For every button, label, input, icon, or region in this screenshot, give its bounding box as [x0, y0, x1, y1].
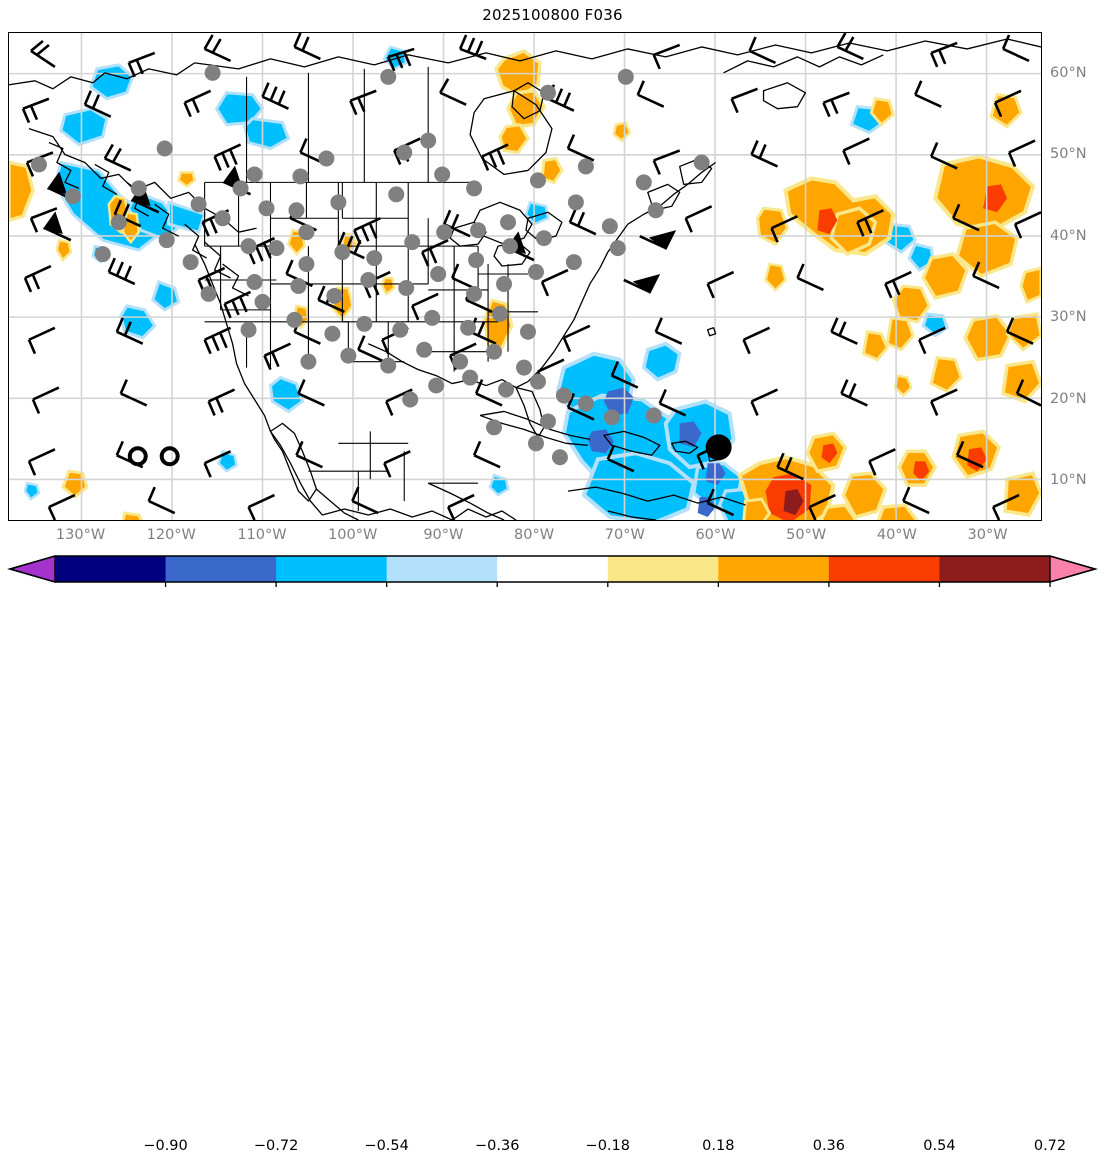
colorbar-tick-label-5: 0.18 [702, 1138, 735, 1154]
colorbar-swatch-5 [607, 556, 719, 582]
lat-tick-label-0: 60°N [1050, 64, 1087, 81]
fill-positive-southeast-atlantic [737, 429, 1041, 520]
colorbar-tick-label-3: −0.36 [475, 1138, 520, 1154]
colorbar-tick-label-8: 0.72 [1033, 1138, 1067, 1154]
lat-tick-label-3: 30°N [1050, 309, 1087, 326]
colorbar-tick-label-2: −0.54 [364, 1138, 409, 1154]
lon-tick-label-6: 70°W [604, 527, 645, 543]
colorbar-swatch-3 [386, 556, 498, 582]
lon-tick-label-2: 110°W [237, 527, 287, 543]
lon-tick-label-5: 80°W [514, 527, 555, 543]
lon-tick-label-9: 40°W [876, 527, 917, 543]
lon-tick-label-3: 100°W [328, 527, 378, 543]
lat-tick-label-4: 20°N [1050, 390, 1087, 407]
cyclone-track-open-marker-2 [159, 446, 180, 467]
station-marker-layer [30, 64, 710, 466]
map-canvas [9, 33, 1041, 520]
colorbar[interactable]: −0.90 −0.72 −0.54 −0.36 −0.18 0.18 0.36 0.54 0.7… [0, 552, 1105, 1154]
lon-tick-label-7: 60°W [695, 527, 736, 543]
colorbar-over-arrow [1049, 555, 1098, 583]
colorbar-tick-label-4: −0.18 [585, 1138, 630, 1154]
figure-root: 2025100800 F036 [0, 6, 1105, 1154]
colorbar-swatch-4 [497, 556, 609, 582]
colorbar-swatch-1 [165, 556, 277, 582]
cyclone-marker-layer [127, 434, 732, 467]
cyclone-center-filled-marker [705, 434, 732, 461]
lon-tick-label-0: 130°W [55, 527, 106, 543]
lon-tick-label-4: 90°W [423, 527, 464, 543]
colorbar-tick-label-1: −0.72 [253, 1138, 299, 1154]
lat-tick-label-2: 40°N [1050, 227, 1087, 244]
colorbar-tick-label-0: −0.90 [143, 1138, 188, 1154]
lat-tick-label-1: 50°N [1050, 146, 1087, 163]
lat-tick-label-5: 10°N [1050, 472, 1087, 489]
lon-tick-label-10: 30°W [967, 527, 1008, 543]
colorbar-tick-label-6: 0.36 [812, 1138, 846, 1154]
colorbar-tick-label-7: 0.54 [923, 1138, 956, 1154]
colorbar-outline [7, 555, 1098, 583]
colorbar-swatch-2 [276, 556, 388, 582]
lon-tick-label-1: 120°W [146, 527, 196, 543]
colorbar-swatch-0 [55, 556, 167, 582]
fill-positive-far-east [1005, 266, 1041, 352]
map-plot-area[interactable] [8, 32, 1042, 521]
contour-fill-layer [9, 45, 1041, 520]
colorbar-swatch-8 [939, 556, 1051, 582]
colorbar-swatches [7, 555, 1098, 587]
lon-tick-label-8: 50°W [786, 527, 827, 543]
colorbar-swatch-6 [718, 556, 830, 582]
colorbar-swatch-7 [828, 556, 941, 582]
colorbar-under-arrow [7, 555, 56, 583]
figure-title: 2025100800 F036 [482, 6, 623, 24]
cyclone-track-open-marker-1 [127, 446, 148, 467]
